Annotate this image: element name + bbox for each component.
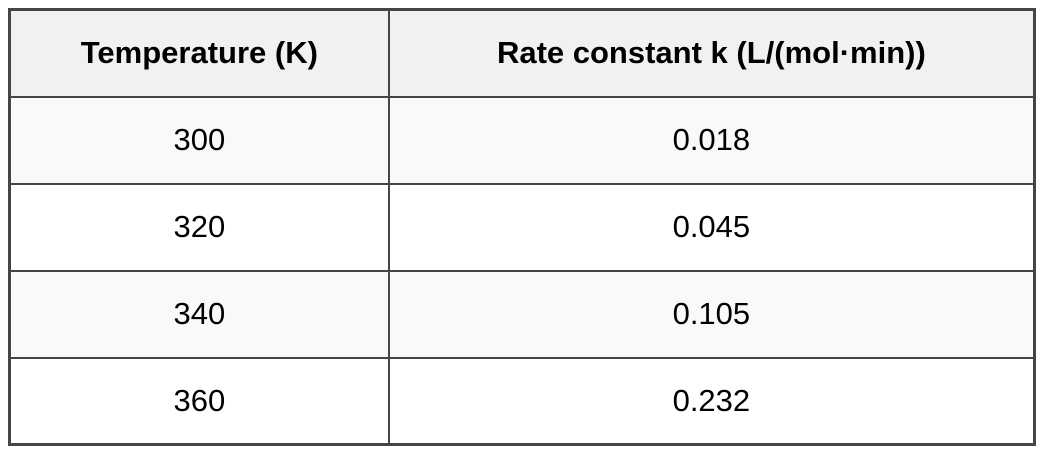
cell-rate-constant: 0.018 <box>387 95 1036 185</box>
table-row: 300 0.018 <box>8 95 1036 185</box>
cell-rate-constant: 0.045 <box>387 182 1036 272</box>
header-cell-temperature: Temperature (K) <box>8 8 390 98</box>
cell-temperature: 300 <box>8 95 390 185</box>
cell-rate-constant: 0.105 <box>387 269 1036 359</box>
cell-temperature: 320 <box>8 182 390 272</box>
rate-constant-table: Temperature (K) Rate constant k (L/(mol·… <box>8 8 1036 446</box>
table-row: 340 0.105 <box>8 269 1036 359</box>
table-header-row: Temperature (K) Rate constant k (L/(mol·… <box>8 8 1036 98</box>
cell-temperature: 360 <box>8 356 390 446</box>
table-row: 320 0.045 <box>8 182 1036 272</box>
header-cell-rate-constant: Rate constant k (L/(mol·min)) <box>387 8 1036 98</box>
cell-temperature: 340 <box>8 269 390 359</box>
cell-rate-constant: 0.232 <box>387 356 1036 446</box>
table-row: 360 0.232 <box>8 356 1036 446</box>
